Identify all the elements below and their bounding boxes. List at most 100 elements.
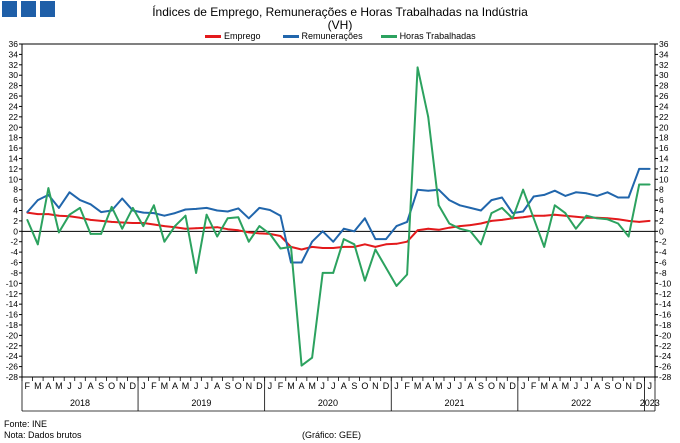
data-point-remuneracoes [100, 211, 103, 213]
data-point-horas [184, 214, 187, 217]
data-point-emprego [522, 216, 525, 219]
y-tick-label-left: -28 [6, 372, 19, 382]
data-point-horas [237, 216, 240, 219]
data-point-remuneracoes [152, 212, 155, 215]
data-point-remuneracoes [58, 206, 60, 209]
y-tick-label-right: 28 [659, 81, 669, 91]
x-tick-label-month: O [615, 381, 622, 391]
data-point-horas [311, 356, 314, 359]
x-tick-label-month: M [34, 381, 42, 391]
data-point-emprego [574, 215, 577, 218]
data-point-emprego [36, 213, 39, 216]
data-point-remuneracoes [553, 189, 556, 192]
data-point-emprego [110, 221, 113, 223]
y-tick-label-right: 32 [659, 60, 669, 70]
x-tick-label-month: J [67, 381, 72, 391]
data-point-horas [553, 204, 556, 207]
data-point-horas [480, 243, 482, 246]
x-tick-label-month: S [605, 381, 611, 391]
data-point-remuneracoes [300, 261, 303, 264]
data-point-remuneracoes [638, 167, 641, 170]
data-point-remuneracoes [184, 208, 187, 211]
data-point-remuneracoes [374, 238, 377, 241]
data-point-horas [163, 240, 166, 243]
y-tick-label-left: -24 [6, 351, 19, 361]
x-tick-label-month: S [351, 381, 357, 391]
data-point-remuneracoes [406, 221, 408, 223]
data-point-remuneracoes [269, 209, 271, 211]
data-point-horas [363, 279, 366, 282]
y-tick-label-left: 22 [9, 112, 19, 122]
y-tick-label-left: -8 [10, 268, 18, 278]
data-point-emprego [332, 247, 335, 249]
y-tick-label-right: 16 [659, 143, 669, 153]
y-tick-label-left: 10 [9, 174, 19, 184]
x-tick-label-month: N [499, 381, 506, 391]
data-point-horas [290, 246, 292, 248]
data-point-horas [458, 227, 461, 230]
data-point-emprego [89, 218, 92, 221]
data-point-emprego [58, 214, 60, 217]
data-point-horas [279, 247, 282, 250]
data-point-horas [648, 183, 651, 186]
data-point-remuneracoes [174, 212, 176, 215]
x-tick-label-month: A [299, 381, 305, 391]
x-tick-label-month: D [256, 381, 263, 391]
source-note: Fonte: INE [4, 419, 48, 429]
data-point-remuneracoes [121, 197, 124, 200]
data-point-horas [395, 285, 398, 287]
data-point-emprego [195, 227, 197, 230]
y-tick-label-right: -26 [659, 362, 672, 372]
data-point-emprego [321, 247, 324, 249]
y-tick-label-right: 8 [659, 185, 664, 195]
y-tick-label-left: -18 [6, 320, 19, 330]
data-point-horas [501, 206, 503, 209]
y-tick-label-left: -6 [10, 258, 18, 268]
y-tick-label-left: 6 [13, 195, 18, 205]
data-point-emprego [437, 228, 440, 231]
x-tick-label-month: N [119, 381, 126, 391]
data-note: Nota: Dados brutos [4, 430, 82, 440]
data-point-remuneracoes [627, 196, 630, 199]
x-tick-label-month: A [467, 381, 473, 391]
y-tick-label-right: -20 [659, 330, 672, 340]
y-tick-label-left: 24 [9, 101, 19, 111]
series-line-remuneracoes [26, 167, 650, 264]
data-point-horas [448, 222, 451, 225]
x-tick-label-month: O [361, 381, 368, 391]
data-point-remuneracoes [501, 196, 503, 199]
data-point-horas [216, 235, 219, 238]
logo-block-2 [21, 1, 36, 17]
data-point-emprego [237, 229, 240, 232]
legend-item-remuneracoes: Remunerações [282, 31, 363, 41]
data-point-remuneracoes [205, 206, 208, 209]
y-tick-label-right: -2 [659, 237, 667, 247]
y-tick-label-right: -10 [659, 278, 672, 288]
data-point-horas [226, 217, 229, 220]
y-tick-label-left: -16 [6, 310, 19, 320]
data-point-horas [131, 206, 134, 209]
data-point-remuneracoes [195, 208, 197, 210]
x-tick-label-month: F [25, 381, 31, 391]
data-point-emprego [553, 213, 556, 216]
data-point-remuneracoes [596, 195, 598, 197]
y-tick-label-right: 22 [659, 112, 669, 122]
chart-title: Índices de Emprego, Remunerações e Horas… [152, 5, 528, 19]
data-point-emprego [311, 246, 314, 248]
x-tick-label-month: D [383, 381, 390, 391]
data-point-emprego [300, 248, 303, 251]
data-point-emprego [617, 218, 619, 221]
x-tick-label-year: 2021 [445, 398, 465, 408]
x-tick-label-month: O [235, 381, 242, 391]
x-tick-label-month: A [172, 381, 178, 391]
data-point-horas [205, 213, 208, 216]
data-point-remuneracoes [480, 209, 482, 212]
data-point-emprego [638, 221, 641, 223]
y-tick-label-left: 32 [9, 60, 19, 70]
legend-label-horas: Horas Trabalhadas [399, 31, 476, 41]
y-tick-label-right: 26 [659, 91, 669, 101]
legend-label-remuneracoes: Remunerações [301, 31, 363, 41]
data-point-emprego [205, 226, 208, 229]
y-tick-label-right: 18 [659, 133, 669, 143]
data-point-emprego [226, 228, 229, 231]
